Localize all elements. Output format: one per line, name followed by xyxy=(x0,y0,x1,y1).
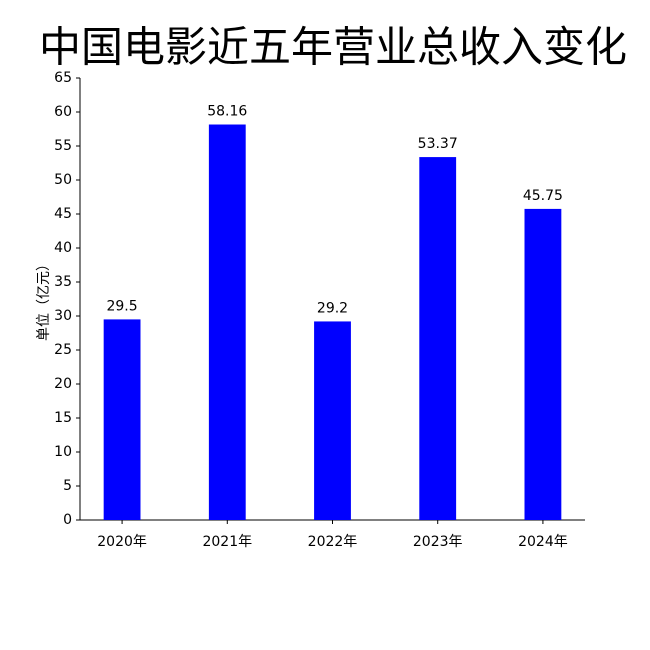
y-axis-label: 单位（亿元） xyxy=(36,257,52,341)
y-tick-label: 10 xyxy=(54,444,72,460)
x-tick-label: 2024年 xyxy=(518,534,568,550)
x-tick-label: 2023年 xyxy=(413,534,463,550)
bar xyxy=(208,124,246,521)
y-tick-label: 45 xyxy=(54,206,72,222)
value-label: 53.37 xyxy=(418,136,458,152)
y-tick-label: 65 xyxy=(54,70,72,86)
x-tick-label: 2020年 xyxy=(97,534,147,550)
y-tick-label: 5 xyxy=(63,478,72,494)
y-tick-label: 35 xyxy=(54,274,72,290)
value-label: 45.75 xyxy=(523,188,563,204)
y-tick-label: 50 xyxy=(54,172,72,188)
value-label: 29.5 xyxy=(106,298,137,314)
value-label: 29.2 xyxy=(317,300,348,316)
y-tick-label: 30 xyxy=(54,308,72,324)
bar xyxy=(314,321,351,520)
x-tick-label: 2021年 xyxy=(202,534,252,550)
bar xyxy=(103,319,141,520)
y-tick-label: 15 xyxy=(54,410,72,426)
y-tick-label: 25 xyxy=(54,342,72,358)
y-tick-label: 60 xyxy=(54,104,72,120)
chart-title: 中国电影近五年营业总收入变化 xyxy=(39,23,627,72)
value-label: 58.16 xyxy=(207,104,247,120)
y-tick-label: 0 xyxy=(63,512,72,528)
bar xyxy=(419,157,457,521)
bar xyxy=(524,208,562,520)
x-tick-label: 2022年 xyxy=(308,534,358,550)
y-tick-label: 40 xyxy=(54,240,72,256)
y-tick-label: 55 xyxy=(54,138,72,154)
y-tick-label: 20 xyxy=(54,376,72,392)
